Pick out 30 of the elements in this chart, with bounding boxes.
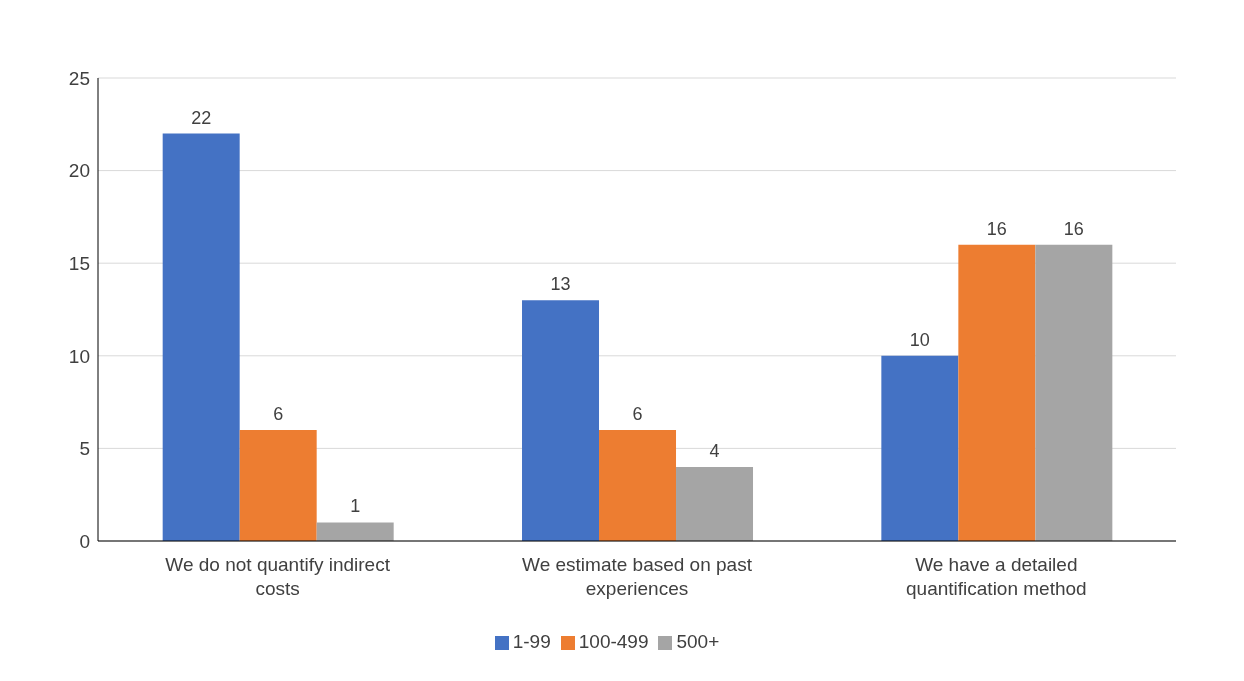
bar (881, 355, 959, 541)
bar (599, 429, 677, 541)
x-tick-label: We have a detailed quantification method (906, 554, 1087, 599)
legend-label: 500+ (676, 631, 720, 652)
bar (162, 133, 240, 541)
y-tick-label: 10 (68, 345, 90, 367)
data-label: 13 (550, 274, 571, 295)
bar (676, 466, 754, 541)
data-label: 10 (909, 329, 930, 350)
x-tick-label: We estimate based on past experiences (522, 554, 753, 599)
bar (1035, 244, 1113, 541)
y-tick-label: 25 (68, 67, 90, 89)
legend-label: 100-499 (578, 631, 649, 652)
y-tick-label: 15 (68, 252, 90, 274)
x-tick-label: We do not quantify indirect costs (165, 554, 391, 599)
y-tick-label: 20 (68, 160, 90, 182)
data-label: 1 (350, 496, 361, 517)
data-label: 16 (1063, 218, 1084, 239)
data-label: 4 (709, 440, 720, 461)
data-label: 6 (632, 403, 643, 424)
data-label: 6 (273, 403, 284, 424)
y-tick-label: 5 (79, 438, 90, 460)
data-label: 22 (191, 107, 212, 128)
bar (316, 522, 394, 541)
legend-label: 1-99 (512, 631, 551, 652)
bar (958, 244, 1036, 541)
bar (522, 300, 600, 541)
y-tick-label: 0 (79, 530, 90, 552)
data-label: 16 (986, 218, 1007, 239)
bar (239, 429, 317, 541)
